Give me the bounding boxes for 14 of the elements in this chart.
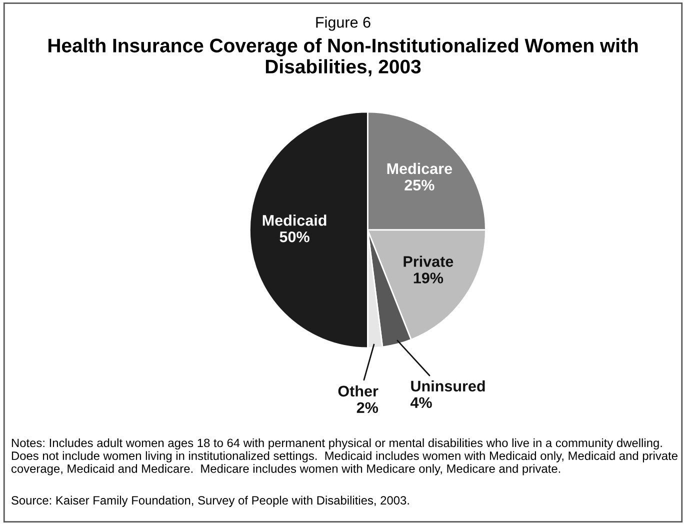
chart-subtitle: Figure 6 — [316, 16, 370, 31]
slice-label: Other — [338, 385, 378, 397]
data-label: 2% — [356, 402, 378, 413]
data-label: 4% — [410, 397, 432, 408]
data-label: 50% — [280, 231, 310, 242]
data-label: 19% — [414, 272, 444, 284]
slice-label: Uninsured — [411, 380, 485, 392]
slice-label: Private — [404, 256, 454, 267]
text: Notes: Includes adult women ages 18 to 64 with permanent physical or mental disabilities who live in a community dwelling. Does not include women living in institutionalized settings. Medicaid includes women with Medicaid only, Medicaid and private coverage, Medicaid and Medicare. Medicare includes women with Medicare only, Medicare and private. — [11, 438, 678, 476]
slice-label: Medicare — [387, 162, 452, 174]
chart-title: Health Insurance Coverage of Non-Institutionalized Women with Disabilities, 2003 — [48, 38, 638, 76]
slice-label: Medicaid — [262, 214, 326, 226]
source-note: Source: Kaiser Family Foundation, Survey of People with Disabilities, 2003. — [12, 496, 409, 507]
data-label: 25% — [404, 180, 434, 191]
